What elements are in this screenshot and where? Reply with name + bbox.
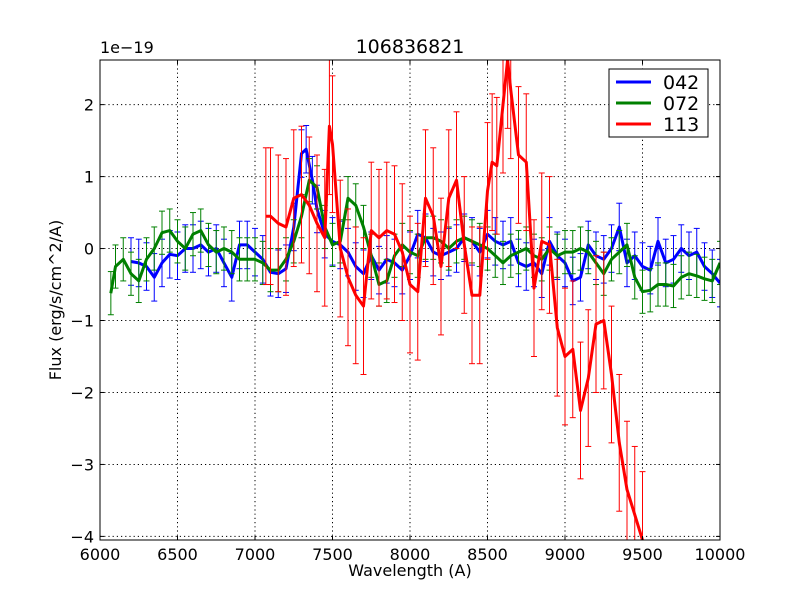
x-tick-label: 8500 — [467, 545, 508, 564]
y-tick-label: 0 — [84, 240, 94, 259]
series-layer — [107, 60, 720, 540]
series-113 — [262, 60, 646, 540]
y-axis-label: Flux (erg/s/cm^2/A) — [46, 220, 65, 381]
legend-label-113: 113 — [663, 114, 699, 136]
x-tick-label: 7500 — [312, 545, 353, 564]
ticks: 6000 6500 7000 7500 8000 8500 9000 9500 10000 2 1 0… — [70, 60, 745, 564]
y-tick-label: 2 — [84, 96, 94, 115]
y-offset-text: 1e−19 — [100, 38, 154, 57]
y-tick-label: −4 — [70, 527, 94, 546]
y-tick-label: −2 — [70, 383, 94, 402]
x-tick-label: 9500 — [622, 545, 663, 564]
y-tick-label: −1 — [70, 312, 94, 331]
x-tick-label: 6000 — [80, 545, 121, 564]
x-tick-label: 9000 — [545, 545, 586, 564]
y-tick-label: −3 — [70, 455, 94, 474]
x-axis-label: Wavelength (A) — [348, 561, 471, 580]
series-line-113 — [265, 60, 644, 540]
y-tick-label: 1 — [84, 168, 94, 187]
x-tick-label: 10000 — [695, 545, 746, 564]
legend-label-072: 072 — [663, 93, 699, 115]
legend-label-042: 042 — [663, 72, 699, 94]
x-tick-label: 8000 — [390, 545, 431, 564]
series-line-072 — [109, 178, 720, 294]
x-tick-label: 7000 — [235, 545, 276, 564]
chart-title: 106836821 — [356, 36, 465, 58]
x-tick-label: 6500 — [157, 545, 198, 564]
